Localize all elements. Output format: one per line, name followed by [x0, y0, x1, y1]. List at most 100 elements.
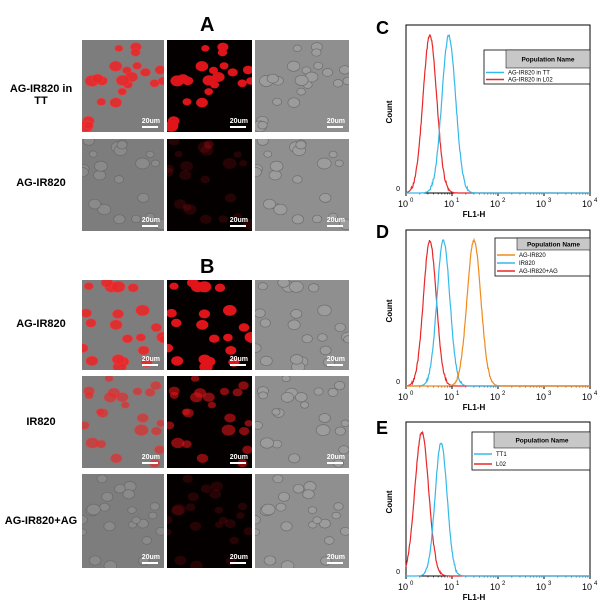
row-label-b3: AG-IR820+AG: [4, 515, 78, 527]
x-tick-exponent: 3: [548, 391, 552, 397]
y-tick-label: 0: [396, 379, 400, 386]
scale-label: 20um: [326, 356, 345, 363]
scale-label: 20um: [326, 217, 345, 224]
y-axis-label: Count: [385, 490, 394, 513]
micro-tile-b2-bright: 20um: [252, 374, 350, 468]
x-tick-exponent: 4: [594, 581, 598, 587]
scale-bar: [327, 225, 343, 227]
micro-tile-b1-bright: 20um: [250, 277, 355, 373]
scale-bar: [142, 562, 158, 564]
micro-tile-b3-fluor: 20um: [161, 474, 254, 572]
legend-title: Population Name: [521, 57, 574, 64]
legend-title: Population Name: [515, 438, 568, 445]
scale-bar: [230, 225, 246, 227]
legend-entry: AG-IR820+AG: [519, 269, 558, 275]
scale-bar: [142, 225, 158, 227]
legend-entry: AG-IR820 in L02: [508, 78, 553, 84]
legend-title: Population Name: [527, 242, 580, 249]
x-tick-exponent: 3: [548, 581, 552, 587]
x-axis-label: FL1-H: [463, 593, 486, 602]
x-tick-label: 10: [490, 392, 500, 402]
row-label-b2: IR820: [26, 416, 56, 428]
scale-bar: [327, 364, 343, 366]
x-tick-label: 10: [536, 582, 546, 592]
micro-tile-b1-fluor: 20um: [162, 278, 258, 373]
histogram-series: [406, 34, 590, 194]
y-axis-label: Count: [385, 100, 394, 123]
histogram-series: [406, 442, 590, 577]
micro-tile-a1-fluor: 20um: [164, 40, 256, 132]
scale-label: 20um: [326, 454, 345, 461]
scale-bar: [230, 364, 246, 366]
scale-label: 20um: [141, 118, 160, 125]
x-tick-exponent: 0: [410, 198, 414, 204]
y-tick-label: 0: [396, 569, 400, 576]
x-tick-label: 10: [582, 199, 592, 209]
x-tick-exponent: 3: [548, 198, 552, 204]
scale-label: 20um: [229, 454, 248, 461]
x-tick-exponent: 1: [456, 391, 460, 397]
x-tick-exponent: 2: [502, 581, 506, 587]
scale-bar: [327, 462, 343, 464]
scale-bar: [327, 562, 343, 564]
x-axis-label: FL1-H: [463, 210, 486, 219]
micro-tile-a2-fluor: 20um: [161, 136, 256, 231]
x-tick-exponent: 1: [456, 198, 460, 204]
scale-bar: [142, 364, 158, 366]
x-tick-exponent: 2: [502, 391, 506, 397]
scale-bar: [230, 126, 246, 128]
x-tick-label: 10: [444, 199, 454, 209]
scale-label: 20um: [326, 554, 345, 561]
legend-entry: AG-IR820 in TT: [508, 71, 550, 77]
x-tick-exponent: 0: [410, 581, 414, 587]
x-tick-label: 10: [536, 392, 546, 402]
x-tick-exponent: 1: [456, 581, 460, 587]
row-label-a1: AG-IR820 in TT: [9, 83, 73, 107]
x-tick-label: 10: [536, 199, 546, 209]
micro-tile-b3-overlay: 20um: [76, 474, 167, 572]
scale-label: 20um: [141, 554, 160, 561]
legend-entry: AG-IR820: [519, 253, 546, 259]
micro-tile-a2-bright: 20um: [249, 136, 353, 231]
micro-tile-a1-overlay: 20um: [78, 40, 168, 133]
scale-label: 20um: [141, 454, 160, 461]
scale-label: 20um: [229, 356, 248, 363]
x-tick-label: 10: [398, 582, 408, 592]
legend-entry: L02: [496, 462, 507, 468]
x-tick-label: 10: [444, 392, 454, 402]
micro-tile-b2-fluor: 20um: [164, 375, 253, 468]
chart-letter: C: [376, 18, 389, 38]
chart-legend: Population Name AG-IR820 IR820 AG-IR820+AG: [494, 237, 591, 277]
legend-entry: IR820: [519, 261, 536, 267]
row-label-a2: AG-IR820: [16, 177, 66, 189]
scale-bar: [142, 126, 158, 128]
chart-letter: D: [376, 222, 389, 242]
y-tick-label: 0: [396, 186, 400, 193]
legend-entry: TT1: [496, 452, 507, 458]
chart-letter: E: [376, 418, 388, 438]
x-tick-label: 10: [398, 392, 408, 402]
x-tick-exponent: 0: [410, 391, 414, 397]
y-axis-label: Count: [385, 299, 394, 322]
micro-tile-b1-overlay: 20um: [76, 277, 171, 373]
scale-bar: [230, 462, 246, 464]
x-tick-label: 10: [582, 582, 592, 592]
scale-bar: [230, 562, 246, 564]
micro-tile-a2-overlay: 20um: [76, 136, 169, 231]
x-tick-label: 10: [398, 199, 408, 209]
scale-label: 20um: [229, 554, 248, 561]
histogram-series: [406, 237, 590, 387]
panel-a-letter: A: [200, 14, 215, 36]
chart-legend: Population Name TT1 L02: [471, 431, 591, 471]
micro-tile-a1-bright: 20um: [252, 40, 353, 133]
x-tick-exponent: 4: [594, 198, 598, 204]
x-tick-label: 10: [490, 199, 500, 209]
micro-tile-b3-bright: 20um: [249, 474, 351, 572]
scale-label: 20um: [141, 356, 160, 363]
row-label-b1: AG-IR820: [16, 318, 66, 330]
scale-label: 20um: [229, 217, 248, 224]
